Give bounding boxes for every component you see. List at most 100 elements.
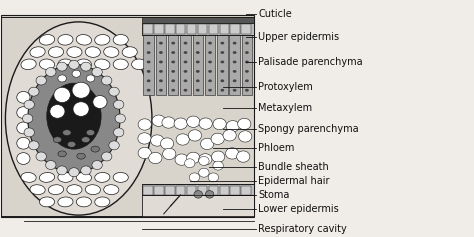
Ellipse shape [46, 68, 56, 77]
FancyBboxPatch shape [242, 35, 252, 95]
Ellipse shape [69, 60, 79, 69]
Ellipse shape [138, 119, 151, 130]
Ellipse shape [205, 191, 214, 198]
Ellipse shape [213, 161, 223, 170]
Ellipse shape [58, 151, 66, 157]
Ellipse shape [69, 168, 79, 177]
Ellipse shape [199, 154, 212, 165]
FancyBboxPatch shape [176, 186, 185, 195]
Ellipse shape [213, 118, 226, 130]
Ellipse shape [159, 60, 163, 63]
Text: Cuticle: Cuticle [258, 9, 292, 19]
FancyBboxPatch shape [205, 35, 215, 95]
Ellipse shape [138, 133, 151, 144]
Ellipse shape [245, 79, 249, 82]
Ellipse shape [24, 100, 35, 109]
Ellipse shape [220, 42, 224, 45]
FancyBboxPatch shape [168, 35, 178, 95]
FancyBboxPatch shape [241, 186, 251, 195]
Ellipse shape [211, 133, 224, 145]
Ellipse shape [147, 70, 151, 73]
Ellipse shape [132, 59, 147, 70]
FancyBboxPatch shape [209, 186, 218, 195]
FancyBboxPatch shape [192, 35, 203, 95]
Ellipse shape [183, 79, 187, 82]
FancyBboxPatch shape [143, 195, 254, 216]
Ellipse shape [159, 70, 163, 73]
Ellipse shape [67, 47, 82, 57]
Ellipse shape [220, 51, 224, 54]
Ellipse shape [17, 153, 30, 164]
Ellipse shape [85, 47, 100, 57]
Ellipse shape [233, 70, 237, 73]
Ellipse shape [196, 70, 200, 73]
FancyBboxPatch shape [143, 23, 254, 35]
Ellipse shape [39, 197, 55, 207]
Text: Respiratory cavity: Respiratory cavity [258, 224, 347, 234]
Ellipse shape [238, 131, 252, 142]
Ellipse shape [95, 197, 110, 207]
FancyBboxPatch shape [165, 24, 174, 34]
Ellipse shape [208, 79, 212, 82]
FancyBboxPatch shape [0, 15, 254, 218]
Ellipse shape [28, 141, 39, 150]
FancyBboxPatch shape [143, 17, 254, 23]
Ellipse shape [54, 87, 71, 103]
Ellipse shape [208, 42, 212, 45]
FancyBboxPatch shape [198, 186, 207, 195]
Ellipse shape [22, 114, 33, 123]
Ellipse shape [233, 79, 237, 82]
Ellipse shape [95, 35, 110, 45]
Ellipse shape [109, 141, 119, 150]
Ellipse shape [220, 89, 224, 92]
FancyBboxPatch shape [219, 186, 229, 195]
Ellipse shape [39, 35, 55, 45]
FancyBboxPatch shape [144, 24, 153, 34]
Ellipse shape [46, 160, 56, 169]
Ellipse shape [21, 59, 36, 70]
Ellipse shape [226, 121, 239, 132]
Ellipse shape [160, 138, 173, 149]
Ellipse shape [163, 148, 176, 160]
Ellipse shape [220, 79, 224, 82]
Ellipse shape [63, 130, 71, 136]
Ellipse shape [176, 134, 189, 145]
Ellipse shape [208, 89, 212, 92]
Ellipse shape [147, 60, 151, 63]
Ellipse shape [36, 152, 46, 161]
Ellipse shape [86, 75, 95, 82]
Ellipse shape [174, 118, 187, 129]
Ellipse shape [208, 60, 212, 63]
Ellipse shape [91, 146, 100, 152]
Text: Epidermal hair: Epidermal hair [258, 176, 330, 186]
Ellipse shape [76, 197, 91, 207]
FancyBboxPatch shape [165, 186, 174, 195]
Ellipse shape [17, 107, 30, 118]
Ellipse shape [147, 89, 151, 92]
FancyBboxPatch shape [217, 35, 228, 95]
Ellipse shape [175, 154, 188, 165]
Ellipse shape [208, 173, 219, 182]
Ellipse shape [109, 87, 119, 96]
FancyBboxPatch shape [155, 24, 164, 34]
Ellipse shape [122, 47, 137, 57]
Ellipse shape [245, 51, 249, 54]
Ellipse shape [101, 76, 112, 85]
Ellipse shape [104, 185, 119, 195]
FancyBboxPatch shape [229, 35, 240, 95]
Ellipse shape [67, 185, 82, 195]
FancyBboxPatch shape [155, 186, 164, 195]
Text: Upper epidermis: Upper epidermis [258, 32, 339, 42]
Ellipse shape [30, 47, 45, 57]
Ellipse shape [183, 60, 187, 63]
FancyBboxPatch shape [187, 186, 196, 195]
Ellipse shape [226, 148, 239, 159]
Ellipse shape [196, 51, 200, 54]
Ellipse shape [58, 35, 73, 45]
Ellipse shape [183, 51, 187, 54]
Ellipse shape [86, 130, 95, 136]
FancyBboxPatch shape [144, 35, 154, 95]
Ellipse shape [113, 173, 128, 182]
FancyBboxPatch shape [230, 24, 240, 34]
Ellipse shape [24, 128, 35, 137]
